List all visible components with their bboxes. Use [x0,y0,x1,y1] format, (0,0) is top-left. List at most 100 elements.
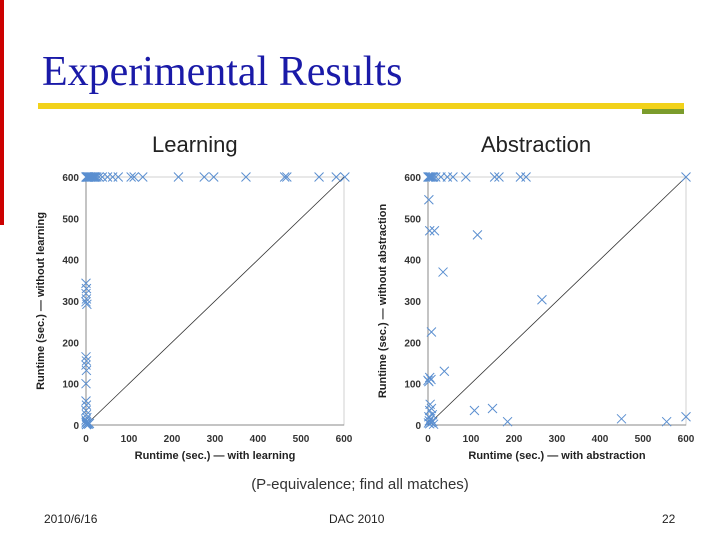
y-tick-label: 500 [404,214,421,225]
x-tick-label: 100 [121,434,138,445]
x-tick-label: 500 [293,434,310,445]
data-point-marker [94,172,104,182]
data-point-marker [438,267,448,277]
y-tick-label: 0 [415,421,421,432]
x-tick-label: 200 [506,434,523,445]
data-point-marker [472,230,483,240]
data-point-marker [89,172,100,182]
y-axis-label: Runtime (sec.) — without abstraction [377,204,389,399]
title-underline [38,103,684,109]
data-point-marker [314,172,324,182]
data-point-marker [469,405,480,416]
data-point-marker [82,299,92,310]
y-tick-label: 600 [404,173,421,184]
data-point-marker [427,172,438,182]
diagonal-reference-line [427,176,687,426]
x-axis-label: Runtime (sec.) — with abstraction [468,450,646,462]
y-tick-label: 0 [73,421,79,432]
data-point-marker [487,403,498,414]
x-tick-label: 0 [83,434,89,445]
footer-date: 2010/6/16 [44,512,98,526]
x-tick-label: 400 [250,434,267,445]
y-tick-label: 200 [404,338,421,349]
x-tick-label: 600 [336,434,353,445]
data-point-marker [81,396,91,406]
title-underline-accent [642,109,684,114]
data-point-marker [113,172,124,182]
data-point-marker [81,296,91,307]
data-point-marker [424,225,435,236]
data-point-marker [173,172,184,182]
data-point-marker [537,294,547,305]
footer-conference: DAC 2010 [329,512,385,526]
side-accent-bar [0,0,4,225]
data-point-marker [661,416,672,427]
data-point-marker [199,172,210,182]
footer-page-number: 22 [662,512,676,526]
x-tick-label: 500 [635,434,652,445]
data-point-marker [681,172,691,182]
x-tick-label: 200 [164,434,181,445]
y-tick-label: 500 [62,214,79,225]
data-point-marker [430,172,441,182]
data-point-marker [502,416,513,427]
data-point-marker [81,365,92,376]
data-point-marker [88,172,99,182]
y-tick-label: 100 [62,380,79,391]
data-point-marker [87,172,97,182]
chart-caption: (P-equivalence; find all matches) [251,476,469,493]
data-point-marker [429,225,440,236]
data-point-marker [460,172,471,182]
data-point-marker [426,417,436,428]
data-point-marker [84,418,95,429]
learning-panel-label: Learning [152,132,238,157]
x-axis-label: Runtime (sec.) — with learning [135,450,296,462]
x-tick-label: 300 [549,434,566,445]
data-point-marker [137,172,148,182]
data-point-marker [424,194,434,205]
data-point-marker [126,172,137,182]
x-tick-label: 600 [678,434,695,445]
y-axis-label: Runtime (sec.) — without learning [35,212,47,390]
y-tick-label: 300 [404,297,421,308]
data-point-marker [423,172,434,182]
diagonal-reference-line [85,176,345,426]
data-point-marker [428,419,439,430]
data-point-marker [424,372,435,383]
data-point-marker [428,172,439,182]
x-tick-label: 0 [425,434,431,445]
data-point-marker [331,172,342,182]
data-point-marker [489,172,500,182]
learning-scatter-chart: 0 100 200 300 400 500 600 0 100 200 300 400 500 600 Ru… [35,172,353,462]
data-point-marker [426,327,437,337]
abstraction-panel-label: Abstraction [481,132,592,157]
data-point-marker [81,378,91,389]
data-point-marker [102,172,113,182]
data-point-marker [340,172,350,182]
y-tick-label: 400 [62,256,79,267]
data-point-marker [423,375,433,386]
data-point-marker [521,172,531,182]
data-point-marker [129,172,140,182]
y-tick-label: 300 [62,297,79,308]
data-point-marker [681,411,691,422]
data-point-marker [616,413,627,424]
data-point-marker [279,172,290,182]
x-tick-label: 300 [207,434,224,445]
data-point-marker [81,356,92,366]
data-point-marker [208,172,219,182]
y-tick-label: 100 [404,380,421,391]
slide-title: Experimental Results [42,49,403,95]
y-tick-label: 600 [62,173,79,184]
y-tick-label: 400 [404,256,421,267]
data-point-marker [426,172,436,182]
data-point-marker [81,351,91,362]
x-tick-label: 100 [463,434,480,445]
data-point-marker [90,172,101,182]
data-point-marker [97,172,108,182]
data-point-marker [439,366,450,377]
data-point-marker [494,172,504,182]
data-point-marker [281,172,292,182]
abstraction-scatter-chart: 0 100 200 300 400 500 600 0 100 200 300 400 500 600 Ru… [377,172,695,462]
